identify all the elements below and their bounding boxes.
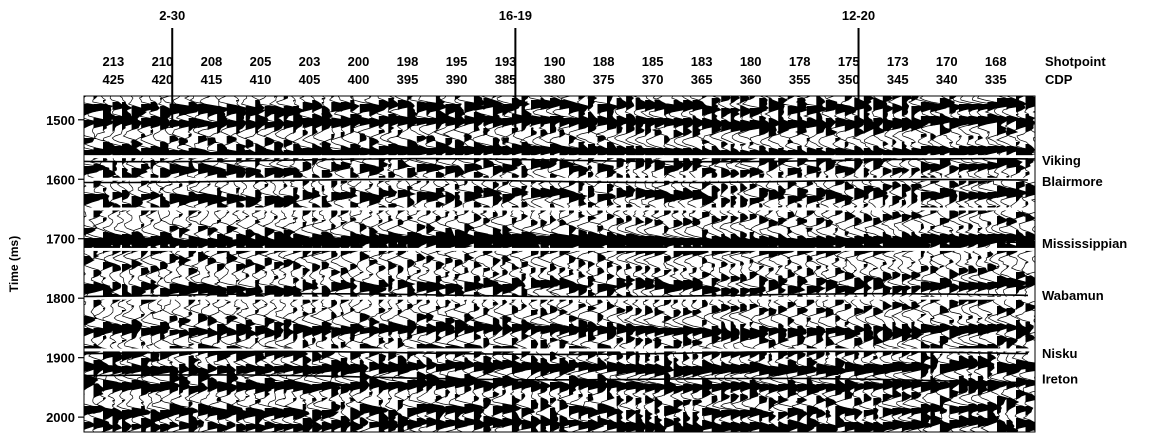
shotpoint-tick-label: 205 [250, 54, 272, 69]
cdp-tick-label: 335 [985, 72, 1007, 87]
well-markers [171, 28, 860, 128]
shotpoint-tick-labels: 213 210 208 205 203 200 198 195 193 190 188 185 183 1… [103, 54, 1007, 69]
cdp-tick-label: 355 [789, 72, 811, 87]
horizon-line [84, 157, 1029, 163]
well-label: 16-19 [499, 8, 532, 23]
shotpoint-tick-label: 203 [299, 54, 321, 69]
cdp-tick-label: 415 [201, 72, 223, 87]
shotpoint-tick-label: 178 [789, 54, 811, 69]
shotpoint-tick-label: 195 [446, 54, 468, 69]
cdp-tick-labels: 425 420 415 410 405 400 395 390 385 380 375 370 365 3… [103, 72, 1007, 87]
cdp-tick-label: 340 [936, 72, 958, 87]
well-label: 12-20 [842, 8, 875, 23]
time-axis-tick-label: 1600 [46, 172, 75, 187]
horizon-gap [84, 155, 1035, 159]
shotpoint-tick-label: 183 [691, 54, 713, 69]
cdp-tick-label: 345 [887, 72, 909, 87]
cdp-tick-label: 425 [103, 72, 125, 87]
horizon-label: Nisku [1042, 346, 1077, 361]
horizon-lines [84, 157, 1029, 384]
cdp-tick-label: 350 [838, 72, 860, 87]
time-axis-tick-label: 2000 [46, 410, 75, 425]
cdp-tick-label: 365 [691, 72, 713, 87]
shotpoint-tick-label: 198 [397, 54, 419, 69]
horizon-label: Ireton [1042, 371, 1078, 386]
seismic-filled-lobes [84, 96, 1035, 432]
shotpoint-tick-label: 173 [887, 54, 909, 69]
cdp-tick-label: 385 [495, 72, 517, 87]
cdp-tick-label: 360 [740, 72, 762, 87]
horizon-gap [84, 207, 1035, 211]
shotpoint-tick-label: 190 [544, 54, 566, 69]
cdp-tick-label: 400 [348, 72, 370, 87]
shotpoint-row-label: Shotpoint [1045, 54, 1106, 69]
well-label: 2-30 [159, 8, 185, 23]
horizon-labels: Viking Blairmore Mississippian Wabamun Nisku… [1042, 153, 1127, 386]
time-axis-tick-label: 1500 [46, 113, 75, 128]
horizon-label: Wabamun [1042, 288, 1104, 303]
shotpoint-tick-label: 188 [593, 54, 615, 69]
cdp-tick-label: 410 [250, 72, 272, 87]
cdp-tick-label: 420 [152, 72, 174, 87]
horizon-line [84, 292, 1029, 298]
shotpoint-tick-label: 170 [936, 54, 958, 69]
horizon-label: Blairmore [1042, 174, 1103, 189]
shotpoint-tick-label: 168 [985, 54, 1007, 69]
shotpoint-tick-label: 180 [740, 54, 762, 69]
horizon-gap [84, 296, 1035, 300]
horizon-line [84, 178, 1029, 184]
time-axis-tick-label: 1800 [46, 291, 75, 306]
time-axis-title: Time (ms) [7, 236, 21, 292]
horizon-gap [84, 177, 1035, 181]
time-axis-tick-label: 1700 [46, 232, 75, 247]
horizon-gap [84, 348, 1035, 352]
shotpoint-tick-label: 210 [152, 54, 174, 69]
horizon-label: Viking [1042, 153, 1081, 168]
time-axis-tick-label: 1900 [46, 351, 75, 366]
shotpoint-tick-label: 185 [642, 54, 664, 69]
seismic-traces [84, 96, 1035, 432]
cdp-row-label: CDP [1045, 72, 1073, 87]
plot-border [83, 95, 1036, 433]
cdp-tick-label: 390 [446, 72, 468, 87]
horizon-gap [84, 247, 1035, 251]
cdp-tick-label: 405 [299, 72, 321, 87]
shotpoint-tick-label: 193 [495, 54, 517, 69]
cdp-tick-label: 370 [642, 72, 664, 87]
cdp-tick-label: 380 [544, 72, 566, 87]
horizon-label: Mississippian [1042, 236, 1127, 251]
horizon-line [84, 240, 1029, 246]
shotpoint-tick-label: 175 [838, 54, 860, 69]
horizon-line [84, 350, 1029, 356]
shotpoint-tick-label: 200 [348, 54, 370, 69]
time-axis-ticks: 1500 1600 1700 1800 1900 2000 [46, 113, 84, 425]
shotpoint-tick-label: 208 [201, 54, 223, 69]
cdp-tick-label: 375 [593, 72, 615, 87]
cdp-tick-label: 395 [397, 72, 419, 87]
well-labels: 2-30 16-19 12-20 [159, 8, 875, 23]
seismic-wiggle-lines [84, 96, 1035, 432]
shotpoint-tick-label: 213 [103, 54, 125, 69]
horizon-line [84, 373, 1029, 384]
